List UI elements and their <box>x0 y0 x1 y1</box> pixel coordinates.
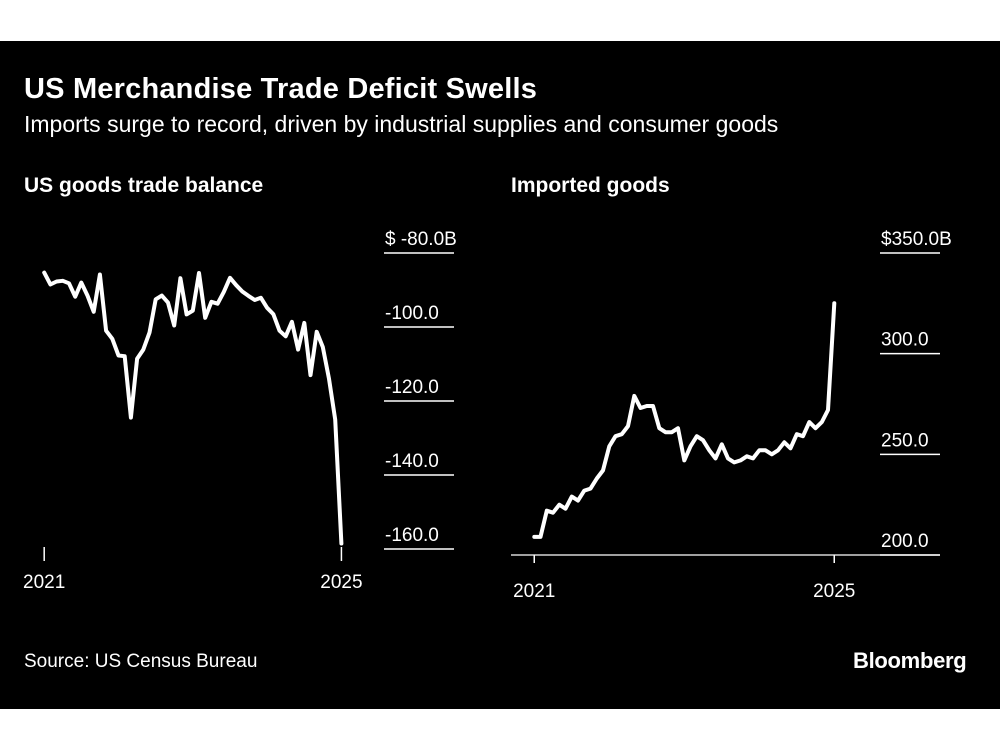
y-tick-label: 300.0 <box>881 330 929 351</box>
chart-title: US Merchandise Trade Deficit Swells <box>24 73 538 105</box>
x-tick-label: 2021 <box>513 581 555 602</box>
y-tick-label: -160.0 <box>385 525 439 546</box>
y-tick-label-top: $ -80.0B <box>385 229 457 250</box>
y-tick-label: -100.0 <box>385 303 439 324</box>
imported-goods-line <box>532 301 837 539</box>
trade-balance-line <box>42 270 344 546</box>
bloomberg-logo: Bloomberg <box>853 648 967 673</box>
chart-subtitle: Imports surge to record, driven by indus… <box>24 111 779 137</box>
y-tick-label-top: $350.0B <box>881 229 952 250</box>
panel-title-imported-goods: Imported goods <box>511 174 670 197</box>
x-tick-label: 2025 <box>813 581 855 602</box>
y-tick-label: 250.0 <box>881 430 929 451</box>
x-tick-label: 2025 <box>320 572 362 593</box>
y-tick-label: 200.0 <box>881 531 929 552</box>
y-tick-label: -120.0 <box>385 377 439 398</box>
source-note: Source: US Census Bureau <box>24 651 258 672</box>
y-tick-label: -140.0 <box>385 451 439 472</box>
panel-title-trade-balance: US goods trade balance <box>24 174 264 197</box>
x-tick-label: 2021 <box>23 572 65 593</box>
chart-frame: US Merchandise Trade Deficit Swells Impo… <box>0 41 1000 709</box>
